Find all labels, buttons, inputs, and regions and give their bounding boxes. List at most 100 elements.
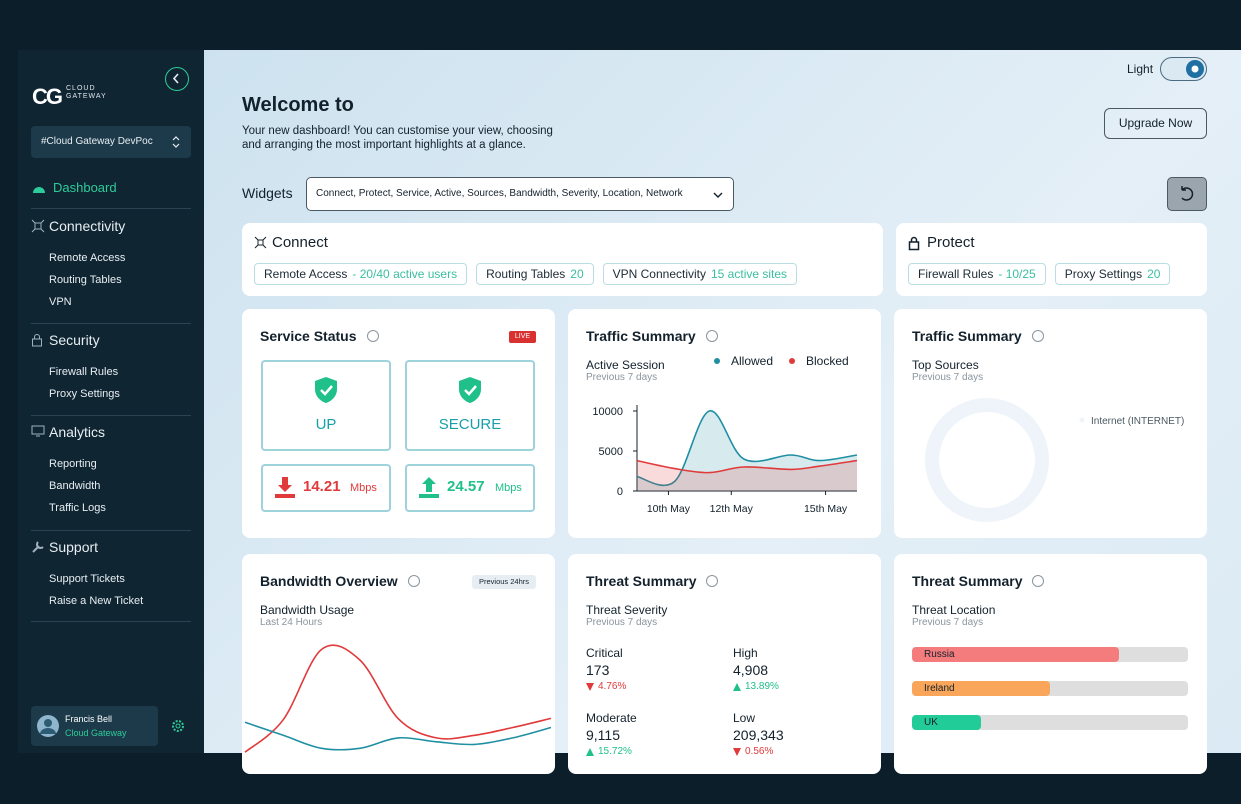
- card-title: Traffic Summary: [586, 328, 696, 344]
- severity-label: Low: [733, 711, 756, 725]
- status-text: UP: [315, 416, 337, 433]
- chip-detail: 20: [570, 267, 584, 281]
- nav-item: VPN: [49, 296, 72, 308]
- card-subtitle: Top Sources: [912, 358, 979, 372]
- chip[interactable]: VPN Connectivity 15 active sites: [602, 263, 798, 285]
- separator: [31, 208, 191, 209]
- theme-label: Light: [1127, 62, 1154, 76]
- chip[interactable]: Proxy Settings 20: [1054, 263, 1171, 285]
- widgets-label: Widgets: [242, 185, 293, 201]
- workspace-name: #Cloud Gateway DevPoc: [41, 136, 153, 147]
- nav-item: Firewall Rules: [49, 366, 119, 378]
- severity-value: 4,908: [733, 662, 769, 678]
- chip[interactable]: Routing Tables 20: [476, 263, 594, 285]
- card-title: Threat Summary: [586, 573, 697, 589]
- nav-item: Reporting: [49, 458, 97, 470]
- bar-track: [912, 715, 1188, 730]
- severity-card: [568, 554, 881, 774]
- upload-icon: [419, 477, 439, 498]
- chip[interactable]: Remote Access - 20/40 active users: [254, 263, 468, 285]
- upload-tile: [405, 464, 535, 512]
- card-title: Bandwidth Overview: [260, 573, 398, 589]
- live-badge: LIVE: [509, 331, 536, 343]
- separator: [31, 323, 191, 324]
- chip-label: Remote Access: [264, 267, 348, 281]
- period-badge: Previous 24hrs: [472, 575, 536, 589]
- dashboard-icon: [33, 187, 45, 193]
- widgets-value: Connect, Protect, Service, Active, Sourc…: [316, 188, 683, 199]
- chip-row: Firewall Rules - 10/25 Proxy Settings 20: [908, 263, 1171, 285]
- status-tile: [405, 360, 535, 451]
- nav-item: Support Tickets: [49, 573, 125, 585]
- shield-icon: [459, 377, 481, 403]
- nav-item: Routing Tables: [49, 274, 122, 286]
- card-subtitle: Threat Severity: [586, 603, 668, 617]
- nav-section: Support: [49, 539, 99, 555]
- bar: [912, 647, 1119, 662]
- download-tile: [261, 464, 391, 512]
- card-title: Service Status: [260, 328, 357, 344]
- sidebar: [18, 50, 204, 753]
- info-icon: [706, 575, 719, 587]
- card-title: Threat Summary: [912, 573, 1023, 589]
- info-icon: [705, 330, 718, 342]
- info-icon: [1032, 575, 1045, 587]
- change-arrow: [733, 748, 741, 756]
- shield-icon: [315, 377, 337, 403]
- card-title: Connect: [272, 234, 328, 251]
- download-unit: Mbps: [350, 482, 377, 494]
- security-icon: [32, 334, 42, 347]
- severity-change: 4.76%: [598, 681, 627, 692]
- download-icon: [275, 477, 295, 498]
- card-period: Previous 7 days: [912, 372, 984, 383]
- card-subtitle: Bandwidth Usage: [260, 603, 355, 617]
- separator: [31, 621, 191, 622]
- chip-detail: 15 active sites: [711, 267, 788, 281]
- nav-dashboard[interactable]: Dashboard: [53, 180, 117, 195]
- severity-label: Critical: [586, 646, 623, 660]
- location-card: [894, 554, 1207, 774]
- card-title: Protect: [927, 234, 975, 251]
- settings-icon[interactable]: [171, 719, 185, 733]
- card-period: Previous 7 days: [586, 372, 658, 383]
- logo-text: GATEWAY: [66, 93, 107, 100]
- user-card[interactable]: [31, 706, 158, 746]
- severity-label: Moderate: [586, 711, 637, 725]
- reset-button[interactable]: [1167, 177, 1207, 211]
- info-icon: [407, 575, 420, 587]
- chip-detail: - 20/40 active users: [352, 267, 458, 281]
- upload-value: 24.57: [447, 478, 485, 495]
- protect-icon: [908, 236, 920, 251]
- bar-label: UK: [924, 716, 938, 728]
- bar-label: Ireland: [924, 682, 955, 694]
- upload-unit: Mbps: [495, 482, 522, 494]
- chip-row: Remote Access - 20/40 active users Routing…: [254, 263, 798, 285]
- separator: [31, 415, 191, 416]
- collapse-button[interactable]: [165, 67, 189, 91]
- user-org: Cloud Gateway: [65, 728, 127, 738]
- protect-card: [896, 223, 1207, 296]
- nav-section: Analytics: [49, 424, 106, 440]
- bar: [912, 715, 981, 730]
- card-period: Previous 7 days: [586, 617, 658, 628]
- severity-value: 209,343: [733, 727, 784, 743]
- severity-change: 15.72%: [598, 746, 632, 757]
- bar: [912, 681, 1050, 696]
- logo-text: CLOUD: [66, 85, 96, 92]
- theme-toggle[interactable]: [1160, 57, 1207, 81]
- widgets-select[interactable]: [306, 177, 734, 211]
- workspace-select[interactable]: [31, 126, 191, 158]
- card-subtitle: Active Session: [586, 358, 665, 372]
- chip-label: Routing Tables: [486, 267, 566, 281]
- upgrade-button[interactable]: Upgrade Now: [1104, 108, 1207, 139]
- card-title: Traffic Summary: [912, 328, 1022, 344]
- connect-icon: [254, 236, 267, 249]
- connectivity-icon: [31, 219, 45, 233]
- chip[interactable]: Firewall Rules - 10/25: [908, 263, 1046, 285]
- page-subtitle: and arranging the most important highlig…: [242, 139, 526, 151]
- download-value: 14.21: [303, 478, 341, 495]
- nav-item: Raise a New Ticket: [49, 595, 144, 607]
- nav-item: Remote Access: [49, 252, 126, 264]
- severity-change: 13.89%: [745, 681, 779, 692]
